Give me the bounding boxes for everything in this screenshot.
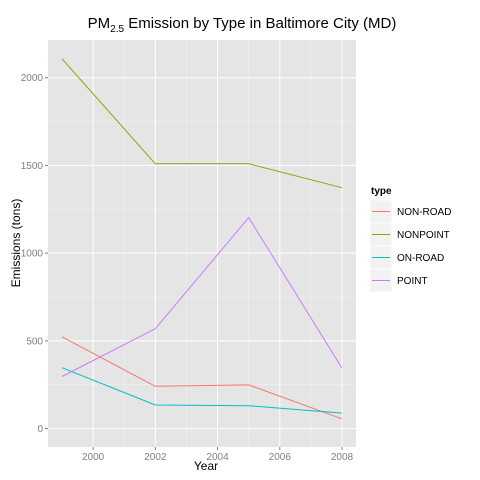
- x-tick-label: 2006: [269, 452, 292, 463]
- legend-label-point: POINT: [397, 276, 428, 287]
- legend-label-on-road: ON-ROAD: [397, 253, 444, 264]
- legend: type NON-ROAD NONPOINT ON-ROAD POINT: [369, 186, 451, 293]
- x-axis: 2000 2002 2004 2006 2008: [82, 447, 354, 463]
- x-tick-label: 2000: [82, 452, 105, 463]
- y-axis-title: Emissions (tons): [9, 199, 23, 288]
- x-tick-label: 2008: [331, 452, 354, 463]
- series-line-non-road: [61, 336, 343, 420]
- y-tick-label: 1000: [21, 249, 44, 260]
- series-line-on-road: [61, 367, 343, 414]
- y-tick-label: 2000: [21, 73, 44, 84]
- x-tick-label: 2004: [206, 452, 229, 463]
- legend-label-non-road: NON-ROAD: [397, 207, 451, 218]
- y-tick-label: 500: [26, 336, 43, 347]
- legend-label-nonpoint: NONPOINT: [397, 230, 450, 241]
- gridlines: [48, 40, 356, 447]
- chart-title: PM2.5 Emission by Type in Baltimore City…: [88, 15, 397, 35]
- x-tick-label: 2002: [144, 452, 167, 463]
- plot-panel: [48, 40, 356, 447]
- series-lines: [61, 58, 343, 420]
- series-line-point: [61, 216, 343, 377]
- x-axis-title: Year: [194, 459, 218, 473]
- y-axis: 0 500 1000 1500 2000: [21, 73, 48, 435]
- y-tick-label: 0: [37, 424, 43, 435]
- legend-title: type: [371, 186, 392, 197]
- series-line-nonpoint: [61, 58, 343, 189]
- y-tick-label: 1500: [21, 161, 44, 172]
